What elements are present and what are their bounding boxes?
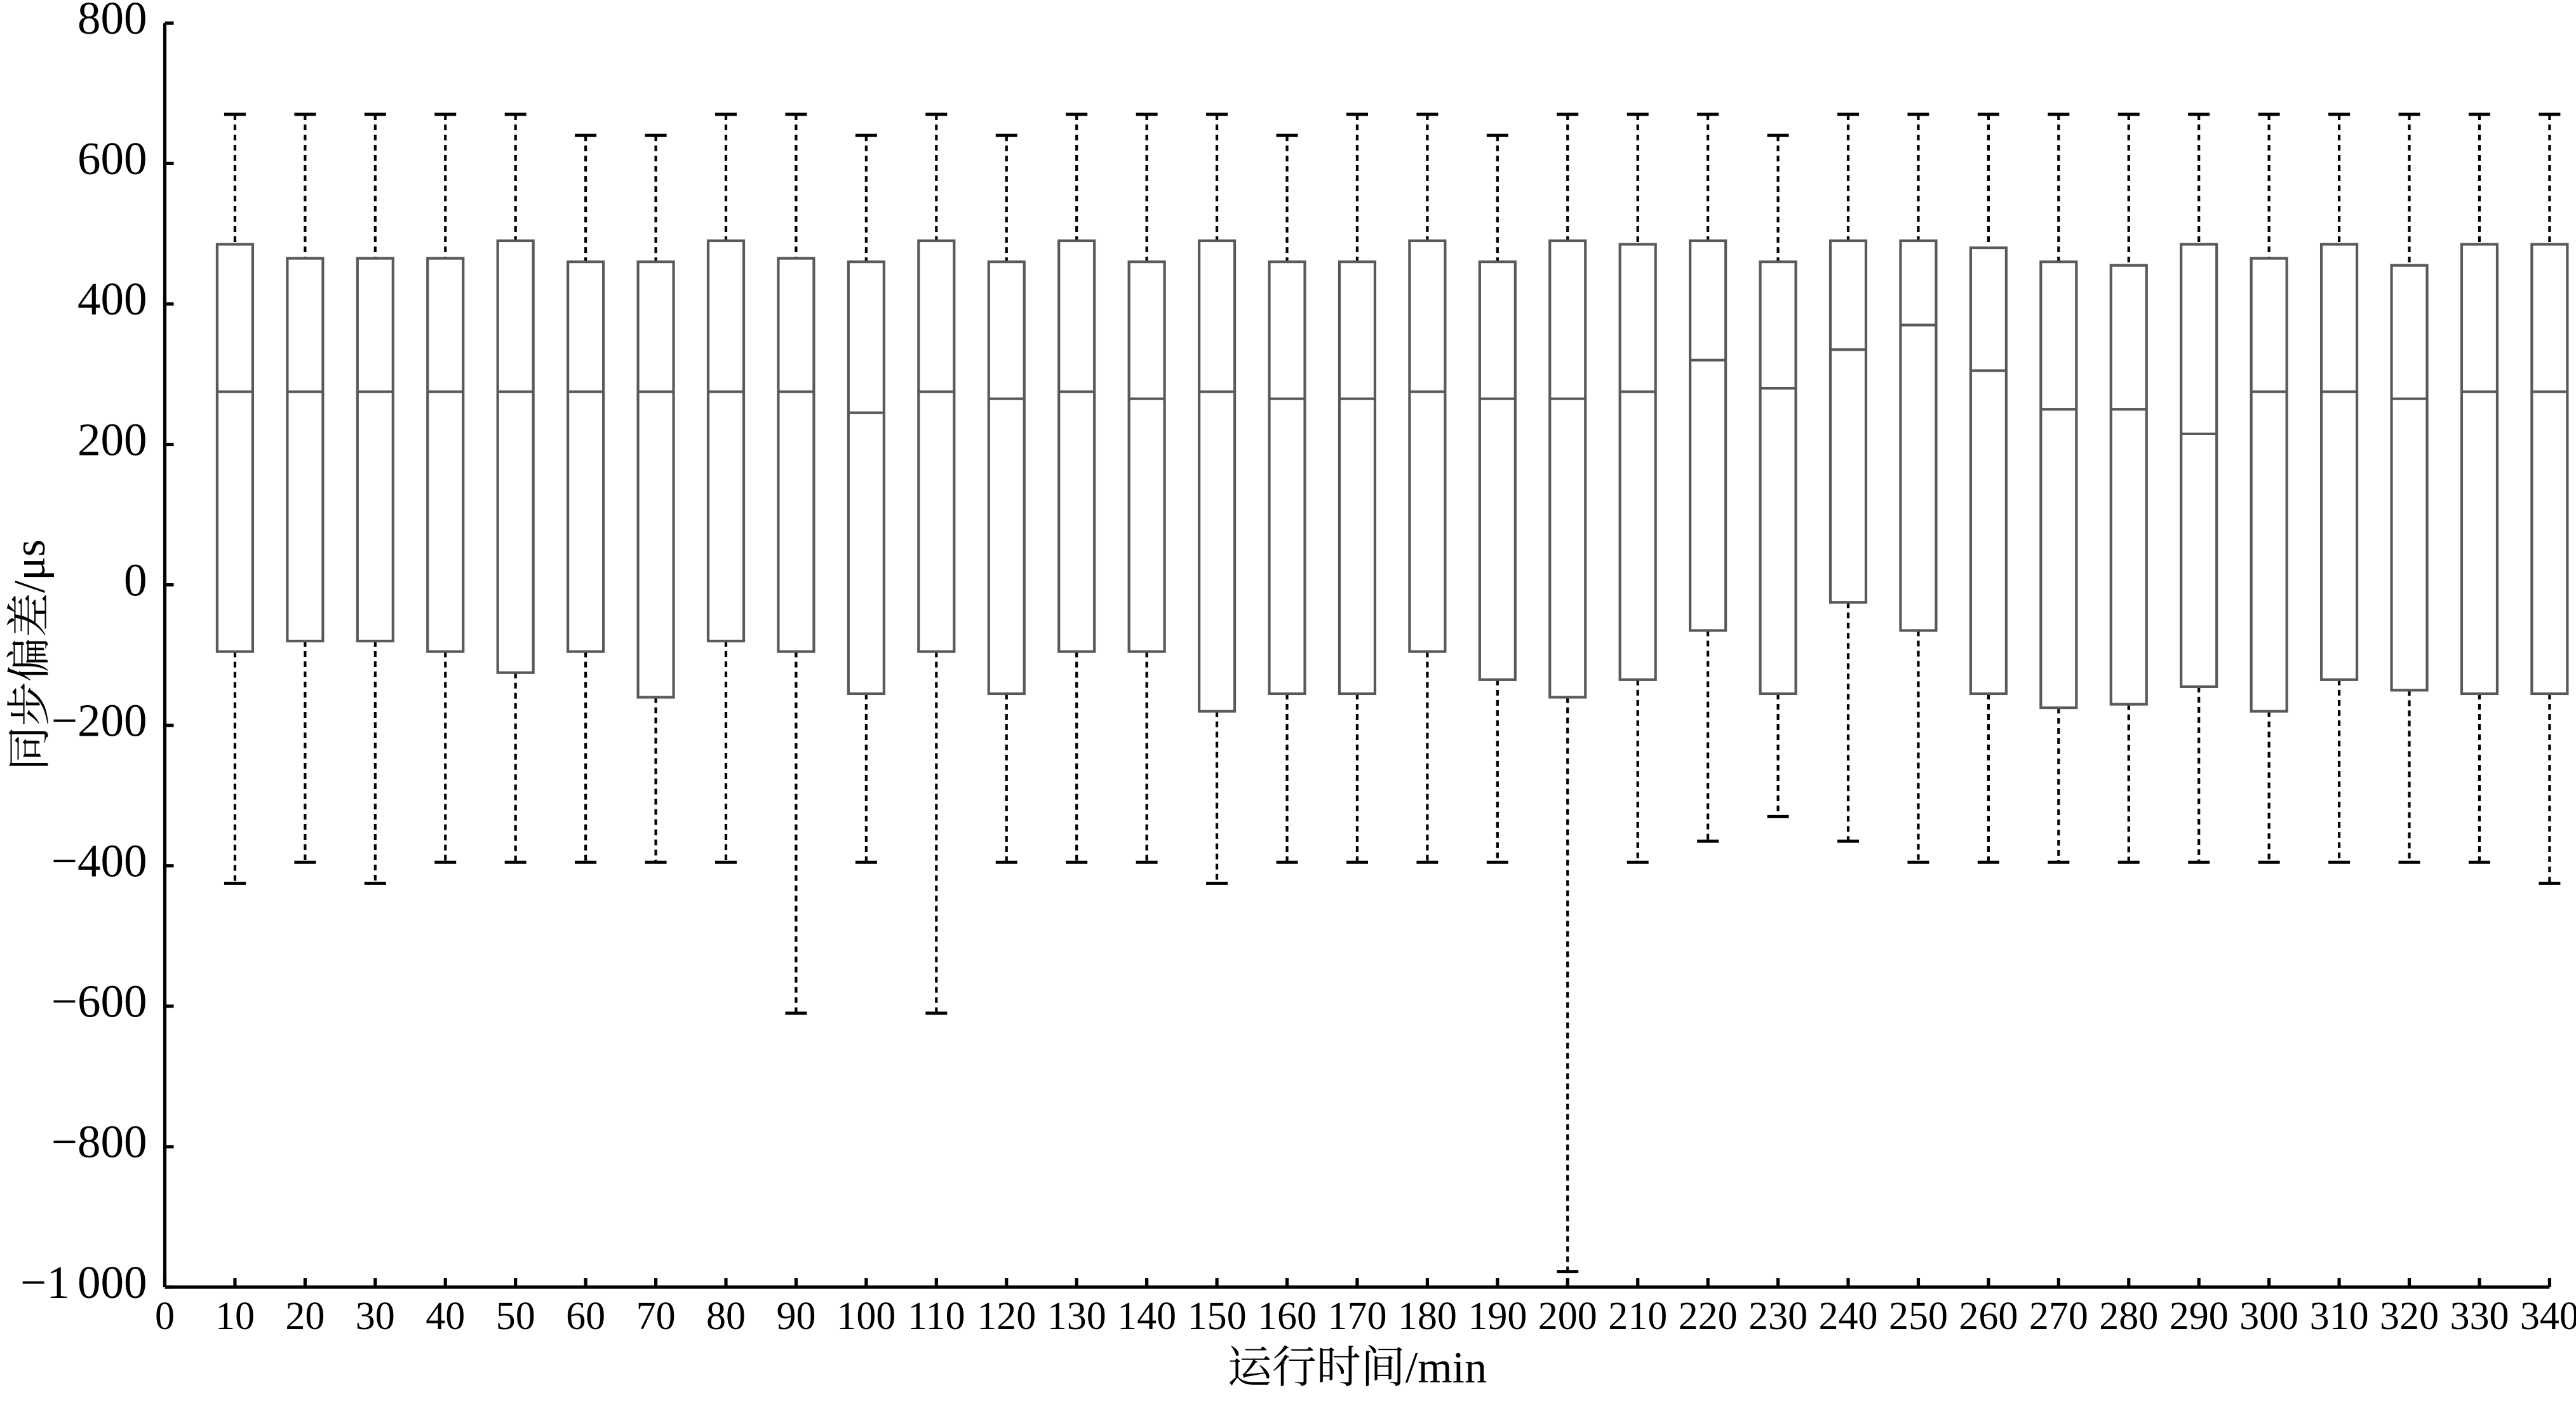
svg-text:190: 190 (1468, 1295, 1527, 1338)
svg-text:230: 230 (1748, 1295, 1808, 1338)
svg-text:290: 290 (2170, 1295, 2229, 1338)
svg-text:130: 130 (1047, 1295, 1106, 1338)
svg-text:140: 140 (1117, 1295, 1176, 1338)
svg-text:160: 160 (1258, 1295, 1317, 1338)
svg-text:运行时间/min: 运行时间/min (1228, 1344, 1487, 1393)
svg-text:180: 180 (1398, 1295, 1457, 1338)
svg-text:50: 50 (496, 1295, 535, 1338)
svg-text:150: 150 (1188, 1295, 1247, 1338)
svg-text:400: 400 (77, 273, 147, 325)
svg-text:320: 320 (2380, 1295, 2439, 1338)
svg-text:340: 340 (2520, 1295, 2576, 1338)
svg-text:60: 60 (566, 1295, 605, 1338)
svg-text:250: 250 (1889, 1295, 1948, 1338)
svg-text:210: 210 (1608, 1295, 1667, 1338)
svg-text:−600: −600 (51, 976, 147, 1027)
svg-text:30: 30 (356, 1295, 395, 1338)
svg-text:120: 120 (977, 1295, 1036, 1338)
svg-text:−1 000: −1 000 (20, 1257, 147, 1308)
svg-text:270: 270 (2029, 1295, 2088, 1338)
svg-text:100: 100 (836, 1295, 896, 1338)
svg-text:280: 280 (2099, 1295, 2158, 1338)
svg-text:40: 40 (426, 1295, 465, 1338)
svg-text:同步偏差/μs: 同步偏差/μs (6, 539, 55, 771)
svg-text:240: 240 (1819, 1295, 1878, 1338)
svg-text:−200: −200 (51, 694, 147, 746)
svg-text:220: 220 (1679, 1295, 1738, 1338)
svg-text:80: 80 (706, 1295, 746, 1338)
svg-text:330: 330 (2450, 1295, 2509, 1338)
svg-text:200: 200 (77, 414, 147, 465)
svg-text:260: 260 (1959, 1295, 2018, 1338)
svg-text:110: 110 (908, 1295, 965, 1338)
svg-text:200: 200 (1538, 1295, 1597, 1338)
svg-text:70: 70 (636, 1295, 676, 1338)
svg-text:0: 0 (155, 1295, 175, 1338)
svg-text:800: 800 (77, 0, 147, 44)
svg-text:170: 170 (1327, 1295, 1386, 1338)
svg-text:20: 20 (285, 1295, 325, 1338)
svg-text:600: 600 (77, 133, 147, 184)
svg-text:10: 10 (215, 1295, 255, 1338)
svg-text:300: 300 (2239, 1295, 2298, 1338)
svg-text:−400: −400 (51, 835, 147, 887)
svg-text:0: 0 (124, 554, 147, 605)
svg-text:310: 310 (2310, 1295, 2369, 1338)
svg-text:90: 90 (776, 1295, 815, 1338)
svg-text:−800: −800 (51, 1116, 147, 1168)
